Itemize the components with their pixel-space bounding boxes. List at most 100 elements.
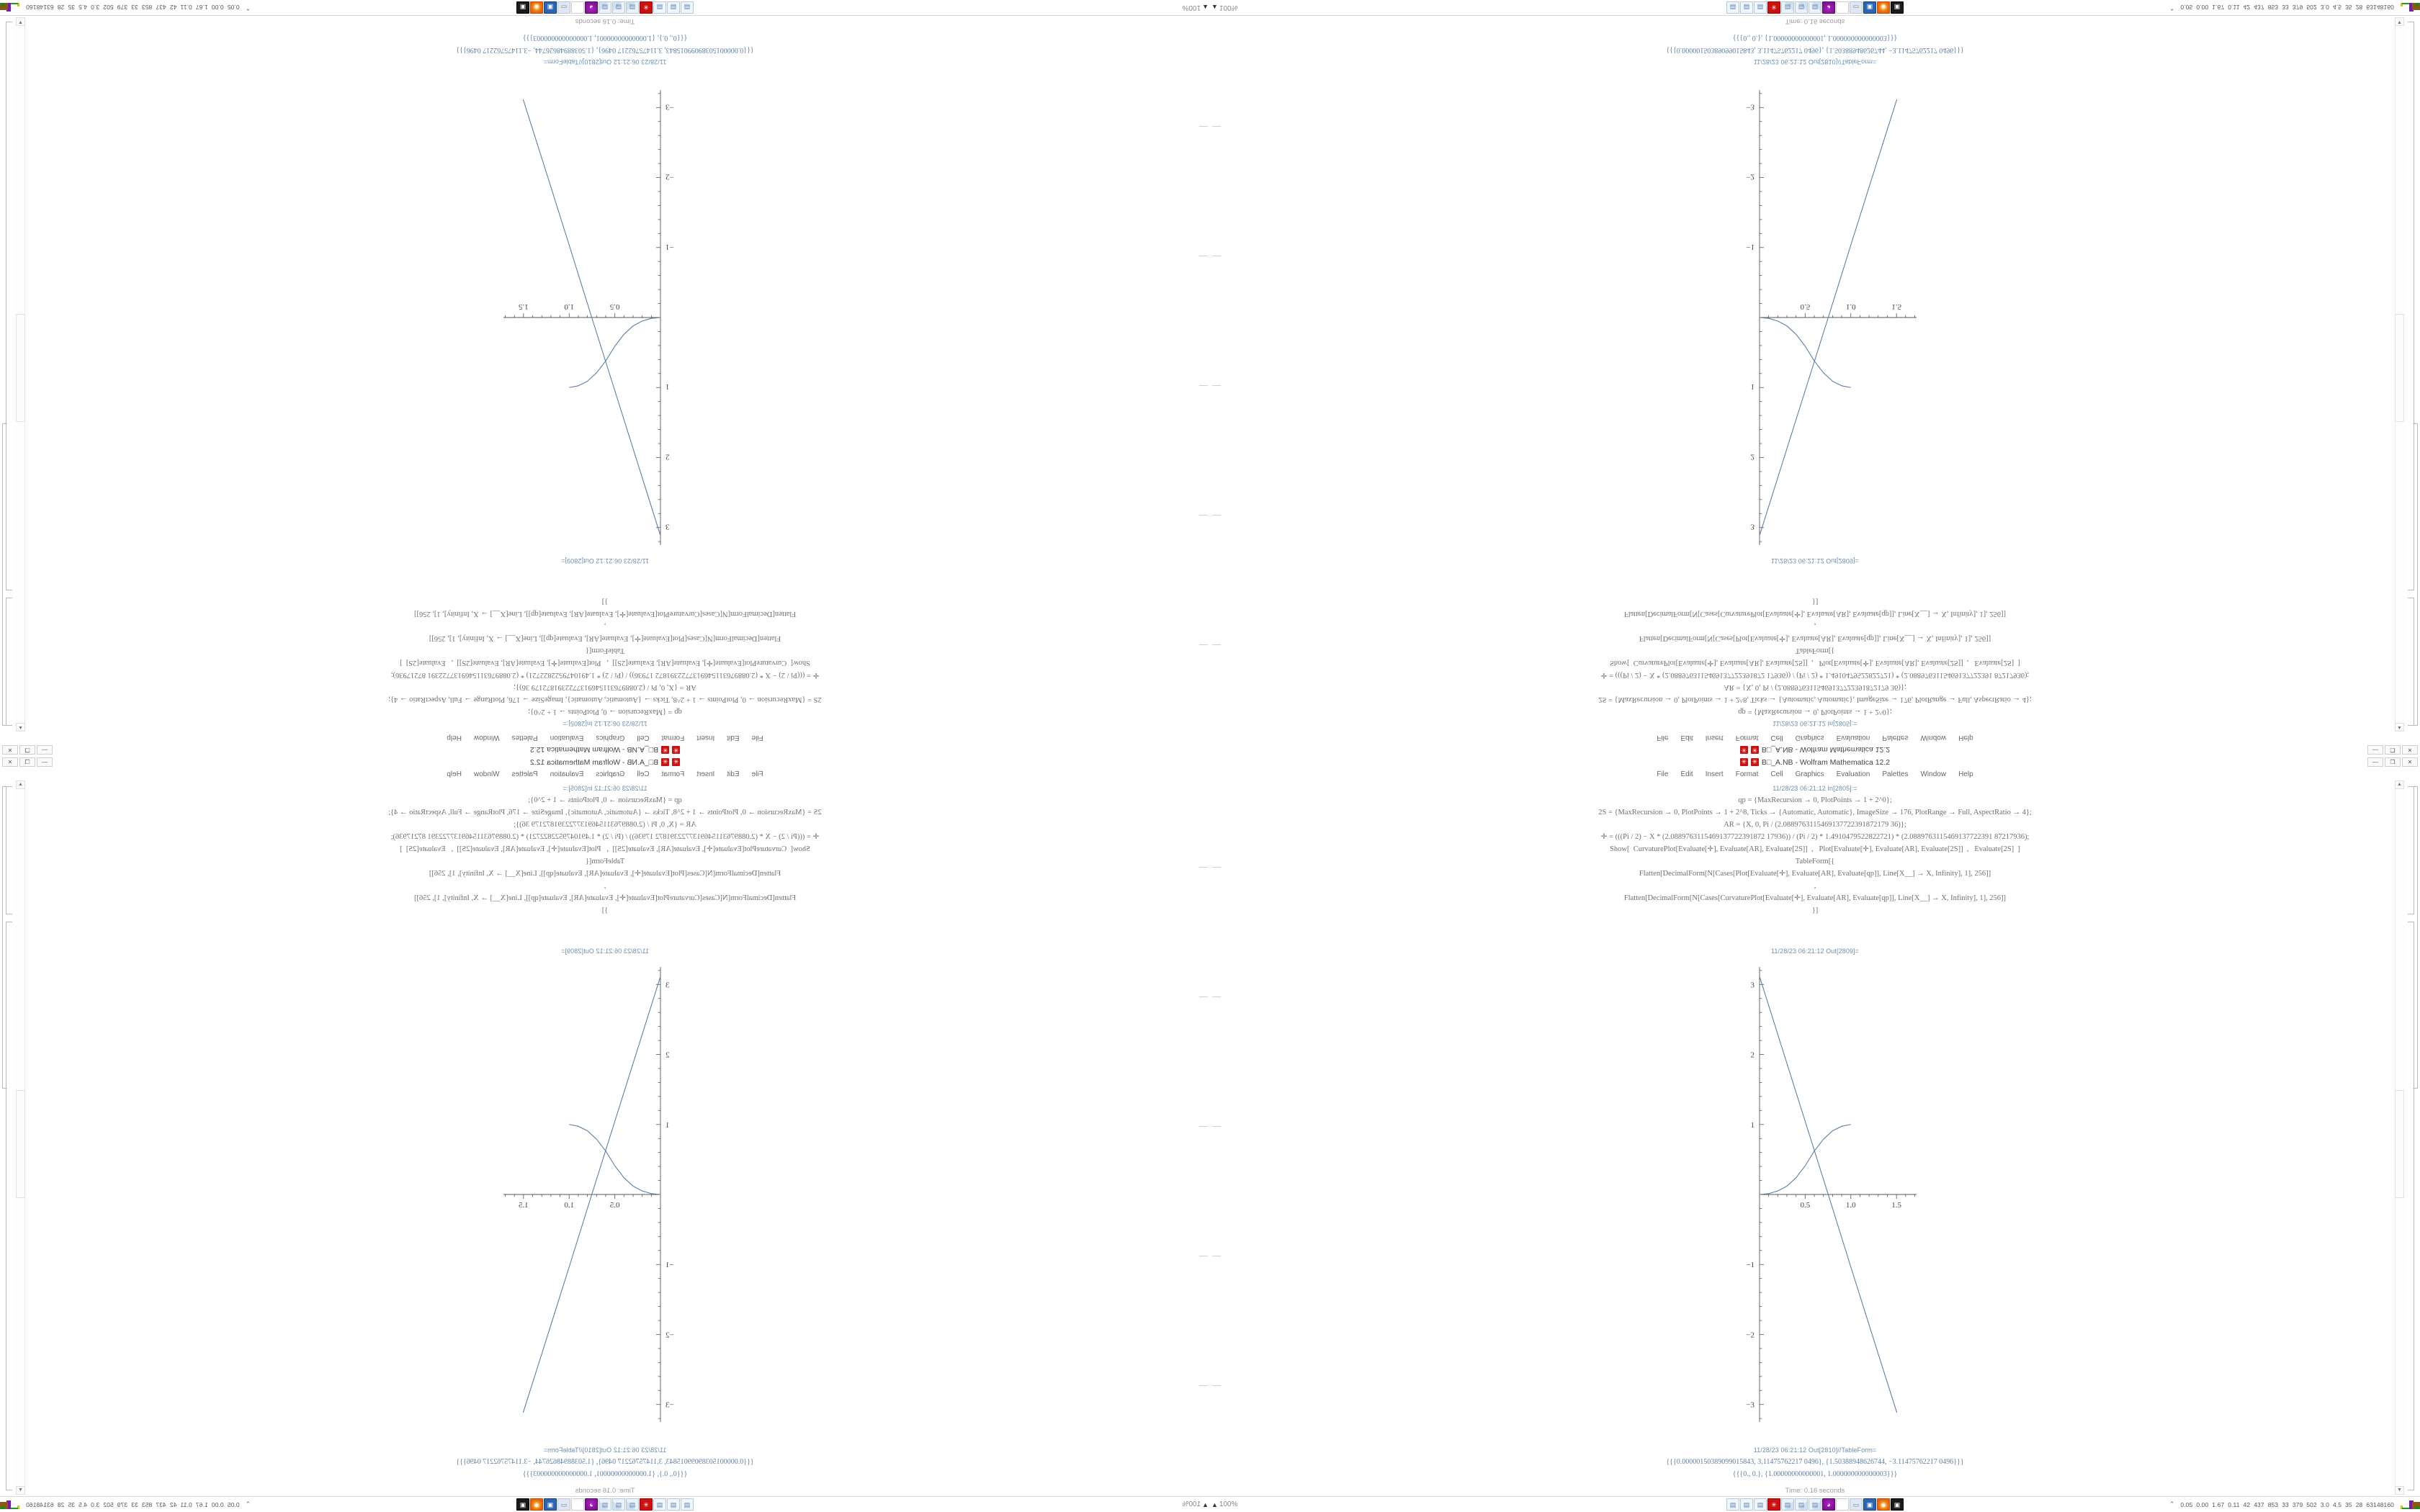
code-line[interactable]: ,	[604, 882, 606, 890]
calculator-icon[interactable]: ▤	[653, 1, 666, 14]
calculator-icon[interactable]: ▤	[681, 1498, 694, 1511]
tableform-output-cell[interactable]: 11/28/23 06:21:12 Out[2810]//TableForm= …	[1210, 32, 2420, 66]
tray-expand-icon[interactable]: ⌃	[245, 1500, 251, 1508]
menu-item-insert[interactable]: Insert	[696, 734, 715, 742]
taskbar-tray-left[interactable]: ▲ 100%	[1210, 4, 1426, 12]
tray-expand-icon[interactable]: ⌃	[2169, 1500, 2175, 1508]
code-line[interactable]: ✛ = (((Pi / 2) − X * (2.0889763115469137…	[390, 833, 820, 841]
system-taskbar[interactable]: ▲ 100% ▤ ▤ ▤ ✳ ▤ ▤ ▤ ◕ ◀ ▭ ▣ ◉ ▣ ⌃ 0.05 0.00 1.67 0.…	[0, 1496, 1210, 1512]
system-taskbar[interactable]: ▲ 100% ▤ ▤ ▤ ✳ ▤ ▤ ▤ ◕ ◀ ▭ ▣ ◉ ▣ ⌃ 0.05 0.00 1.67 0.…	[1210, 1496, 2420, 1512]
firefox-icon[interactable]: ◉	[530, 1, 543, 14]
menu-item-window[interactable]: Window	[1920, 770, 1947, 778]
menu-item-insert[interactable]: Insert	[696, 770, 715, 778]
menu-item-file[interactable]: File	[1657, 734, 1669, 742]
code-line[interactable]: 2S = {MaxRecursion → 0, PlotPoints → 1 +…	[1598, 809, 2032, 816]
window-titlebar[interactable]: B□_A.NB - Wolfram Mathematica 12.2	[1210, 744, 2420, 756]
code-line[interactable]: qp = {MaxRecursion → 0, PlotPoints → 1 +…	[1738, 708, 1892, 716]
maximize-button[interactable]: ❐	[2385, 745, 2401, 755]
menu-item-help[interactable]: Help	[1958, 734, 1973, 742]
mathematica-icon[interactable]: ✳	[640, 1498, 653, 1511]
code-line[interactable]: AR = {X, 0, Pi / (2.08897631154691377223…	[514, 683, 696, 691]
input-cell[interactable]: 11/28/23 06:21:12 In[2805]:= qp = {MaxRe…	[1210, 785, 2420, 917]
gimp-icon[interactable]: ◕	[585, 1498, 598, 1511]
menu-item-insert[interactable]: Insert	[1705, 734, 1724, 742]
speaker-icon[interactable]: ◀	[1836, 1498, 1849, 1511]
code-line[interactable]: TableForm[{	[585, 647, 625, 654]
calculator-icon[interactable]: ▤	[667, 1, 680, 14]
menu-item-help[interactable]: Help	[447, 770, 462, 778]
code-line[interactable]: TableForm[{	[1795, 858, 1835, 865]
document-icon[interactable]: ▤	[1809, 1498, 1821, 1511]
code-line[interactable]: Show[ CurvaturePlot[Evaluate[✛], Evaluat…	[400, 659, 810, 667]
menu-item-cell[interactable]: Cell	[637, 770, 650, 778]
tray-caret-icon[interactable]: ▲	[1211, 1500, 1218, 1508]
notebook-scrollbar[interactable]: ▲ ▼	[2395, 780, 2404, 1495]
code-line[interactable]: 2S = {MaxRecursion → 0, PlotPoints → 1 +…	[1598, 696, 2032, 703]
window-titlebar[interactable]: B□_A.NB - Wolfram Mathematica 12.2	[0, 756, 1210, 768]
curvature-plot-graphic[interactable]: −3 −2 −1 1 2 3 0.5 1.0 1.5	[493, 957, 717, 1432]
taskbar-system-monitor[interactable]: ⌃ 0.05 0.00 1.67 0.11 42 437 853 33 379 …	[0, 3, 251, 12]
notebook-canvas[interactable]: ▲ ▼ 11/28/23 06:21:12 In[2805]:= qp = {M…	[0, 780, 1210, 1495]
code-line[interactable]: 2S = {MaxRecursion → 0, PlotPoints → 1 +…	[388, 809, 822, 816]
code-line[interactable]: Show[ CurvaturePlot[Evaluate[✛], Evaluat…	[1610, 845, 2020, 853]
menu-item-help[interactable]: Help	[447, 734, 462, 742]
graphics-output-cell[interactable]: 11/28/23 06:21:12 Out[2809]= −3 −2 −1 1 2 3 0.…	[0, 948, 1210, 1432]
document-icon[interactable]: ▤	[1795, 1498, 1808, 1511]
menu-item-format[interactable]: Format	[1735, 770, 1759, 778]
graphics-output-cell[interactable]: 11/28/23 06:21:12 Out[2809]= −3 −2 −1 1 2 3 0.…	[1210, 948, 2420, 1432]
code-line[interactable]: Flatten[DecimalForm[N[Cases[CurvaturePlo…	[1623, 894, 2007, 902]
maximize-button[interactable]: ❐	[19, 745, 35, 755]
save-icon[interactable]: ▣	[1863, 1, 1876, 14]
input-cell-bracket[interactable]	[2408, 786, 2414, 914]
code-line[interactable]: qp = {MaxRecursion → 0, PlotPoints → 1 +…	[528, 708, 682, 716]
tray-caret-icon[interactable]: ▲	[1202, 1500, 1209, 1508]
minimize-button[interactable]: —	[37, 757, 53, 767]
menu-item-file[interactable]: File	[751, 770, 763, 778]
document-icon[interactable]: ▤	[1781, 1, 1794, 14]
graphics-output-cell[interactable]: 11/28/23 06:21:12 Out[2809]= −3 −2 −1 1 2 3 0.…	[0, 80, 1210, 564]
calculator-icon[interactable]: ▤	[667, 1498, 680, 1511]
close-button[interactable]: ✕	[2402, 757, 2418, 767]
code-line[interactable]: Flatten[DecimalForm[N[Cases[CurvaturePlo…	[1623, 610, 2007, 618]
menu-item-format[interactable]: Format	[661, 734, 685, 742]
taskbar-tray-left[interactable]: ▲ 100%	[1210, 1500, 1426, 1508]
menu-item-window[interactable]: Window	[1920, 734, 1947, 742]
code-line[interactable]: ,	[1814, 882, 1816, 890]
minimize-button[interactable]: —	[2367, 757, 2383, 767]
document-icon[interactable]: ▤	[612, 1498, 625, 1511]
display-settings-icon[interactable]: ▭	[557, 1498, 570, 1511]
gimp-icon[interactable]: ◕	[1822, 1, 1835, 14]
terminal-icon[interactable]: ▣	[516, 1498, 529, 1511]
notebook-canvas[interactable]: ▲ ▼ 11/28/23 06:21:12 In[2805]:= qp = {M…	[1210, 17, 2420, 732]
mathematica-icon[interactable]: ✳	[1767, 1, 1780, 14]
taskbar-system-monitor[interactable]: ⌃ 0.05 0.00 1.67 0.11 42 437 853 33 379 …	[0, 1500, 251, 1509]
document-icon[interactable]: ▤	[626, 1, 639, 14]
menu-item-edit[interactable]: Edit	[727, 770, 740, 778]
code-line[interactable]: qp = {MaxRecursion → 0, PlotPoints → 1 +…	[1738, 796, 1892, 804]
taskbar-app-icons[interactable]: ▤ ▤ ▤ ✳ ▤ ▤ ▤ ◕ ◀ ▭ ▣ ◉ ▣	[1426, 1498, 2204, 1511]
notebook-canvas[interactable]: ▲ ▼ 11/28/23 06:21:12 In[2805]:= qp = {M…	[1210, 780, 2420, 1495]
calculator-icon[interactable]: ▤	[653, 1498, 666, 1511]
calculator-icon[interactable]: ▤	[681, 1, 694, 14]
code-line[interactable]: 2S = {MaxRecursion → 0, PlotPoints → 1 +…	[388, 696, 822, 703]
menu-item-format[interactable]: Format	[661, 770, 685, 778]
curvature-plot-graphic[interactable]: −3 −2 −1 1 2 3 0.5 1.0 1.5	[493, 80, 717, 555]
gimp-icon[interactable]: ◕	[1822, 1498, 1835, 1511]
code-line[interactable]: ✛ = (((Pi / 2) − X * (2.0889763115469137…	[1600, 833, 2030, 841]
menu-item-graphics[interactable]: Graphics	[1795, 770, 1824, 778]
input-cell[interactable]: 11/28/23 06:21:12 In[2805]:= qp = {MaxRe…	[1210, 595, 2420, 727]
tray-expand-icon[interactable]: ⌃	[245, 4, 251, 12]
tray-expand-icon[interactable]: ⌃	[2169, 4, 2175, 12]
display-settings-icon[interactable]: ▭	[1850, 1, 1863, 14]
calculator-icon[interactable]: ▤	[1754, 1498, 1767, 1511]
terminal-icon[interactable]: ▣	[516, 1, 529, 14]
menu-item-insert[interactable]: Insert	[1705, 770, 1724, 778]
calculator-icon[interactable]: ▤	[1740, 1, 1753, 14]
firefox-icon[interactable]: ◉	[1877, 1498, 1890, 1511]
menu-item-evaluation[interactable]: Evaluation	[550, 734, 584, 742]
taskbar-system-monitor[interactable]: ⌃ 0.05 0.00 1.67 0.11 42 437 853 33 379 …	[2169, 1500, 2420, 1509]
close-button[interactable]: ✕	[2, 745, 18, 755]
menu-item-edit[interactable]: Edit	[727, 734, 740, 742]
calculator-icon[interactable]: ▤	[1740, 1498, 1753, 1511]
calculator-icon[interactable]: ▤	[1726, 1, 1739, 14]
